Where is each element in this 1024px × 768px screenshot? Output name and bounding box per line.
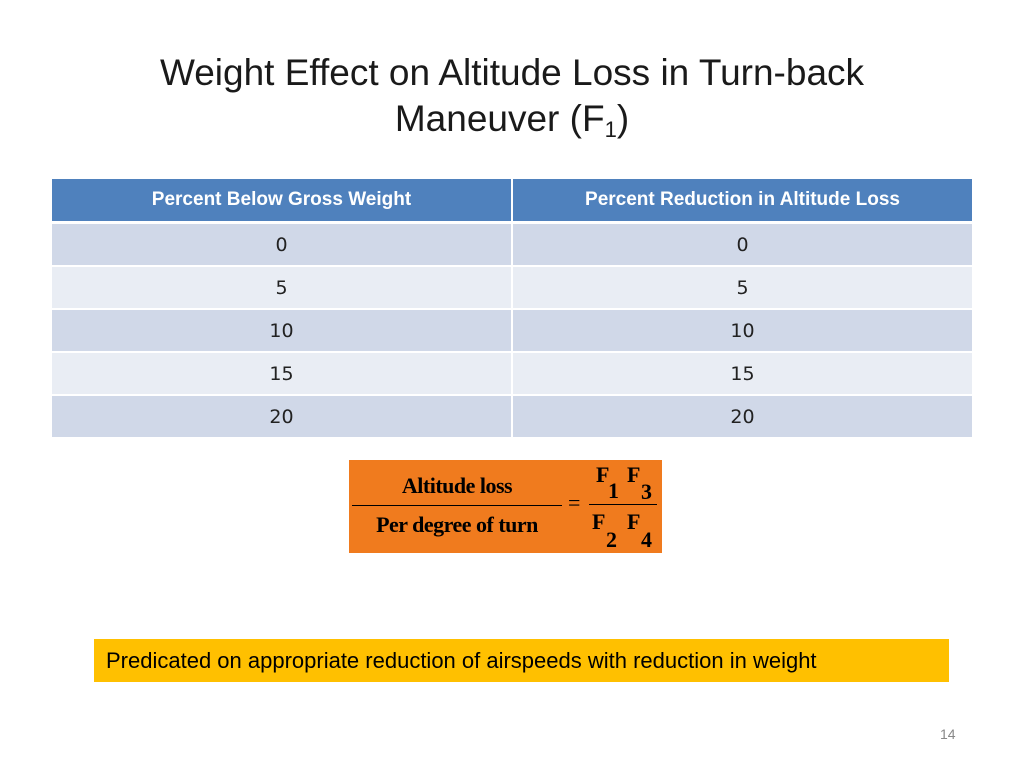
title-subscript: 1	[604, 117, 617, 142]
cell-altitude-reduction: 10	[511, 309, 972, 353]
formula-rhs-fraction-line	[589, 504, 657, 505]
table-header-row: Percent Below Gross Weight Percent Reduc…	[52, 179, 972, 224]
sub-4: 4	[641, 527, 652, 552]
cell-gross-weight: 0	[52, 222, 512, 267]
cell-gross-weight: 10	[52, 309, 512, 353]
page-number: 14	[940, 726, 956, 742]
table-row: 5 5	[52, 266, 972, 310]
table-row: 15 15	[52, 352, 972, 396]
cell-gross-weight: 5	[52, 266, 512, 310]
formula-numerator: Altitude loss	[401, 473, 513, 498]
formula-rhs: F 1 F 3 F 2 F 4	[589, 462, 657, 552]
formula-lhs: Altitude loss Per degree of turn	[352, 473, 562, 538]
formula-fraction-line	[352, 505, 562, 506]
formula-rhs-numerator: F 1 F 3	[589, 462, 657, 504]
formula-rhs-denominator: F 2 F 4	[589, 509, 657, 552]
title-line-2-text: Maneuver (F	[394, 98, 605, 139]
slide-title: Weight Effect on Altitude Loss in Turn-b…	[0, 50, 1024, 142]
cell-altitude-reduction: 15	[511, 352, 972, 396]
var-f4: F	[627, 509, 641, 534]
note-banner: Predicated on appropriate reduction of a…	[94, 639, 949, 682]
title-close-paren: )	[616, 98, 630, 139]
cell-gross-weight: 15	[52, 352, 512, 396]
table-row: 10 10	[52, 309, 972, 353]
sub-2: 2	[606, 527, 617, 552]
table-row: 0 0	[52, 222, 972, 267]
sub-3: 3	[641, 479, 652, 504]
var-f3: F	[627, 462, 641, 487]
cell-gross-weight: 20	[52, 395, 512, 439]
weight-effect-table: Percent Below Gross Weight Percent Reduc…	[52, 179, 972, 439]
title-line-2: Maneuver (F1)	[0, 96, 1024, 142]
var-f2: F	[592, 509, 606, 534]
cell-altitude-reduction: 20	[511, 395, 972, 439]
formula-equals: =	[568, 490, 581, 515]
title-line-1: Weight Effect on Altitude Loss in Turn-b…	[159, 52, 865, 93]
altitude-loss-formula: Altitude loss Per degree of turn = F 1 F…	[349, 460, 662, 553]
cell-altitude-reduction: 0	[511, 222, 972, 267]
header-gross-weight: Percent Below Gross Weight	[52, 179, 512, 224]
header-altitude-loss-reduction: Percent Reduction in Altitude Loss	[511, 179, 972, 224]
table-row: 20 20	[52, 395, 972, 439]
formula-denominator: Per degree of turn	[376, 512, 538, 537]
cell-altitude-reduction: 5	[511, 266, 972, 310]
var-f1: F	[596, 462, 610, 487]
sub-1: 1	[608, 478, 619, 503]
